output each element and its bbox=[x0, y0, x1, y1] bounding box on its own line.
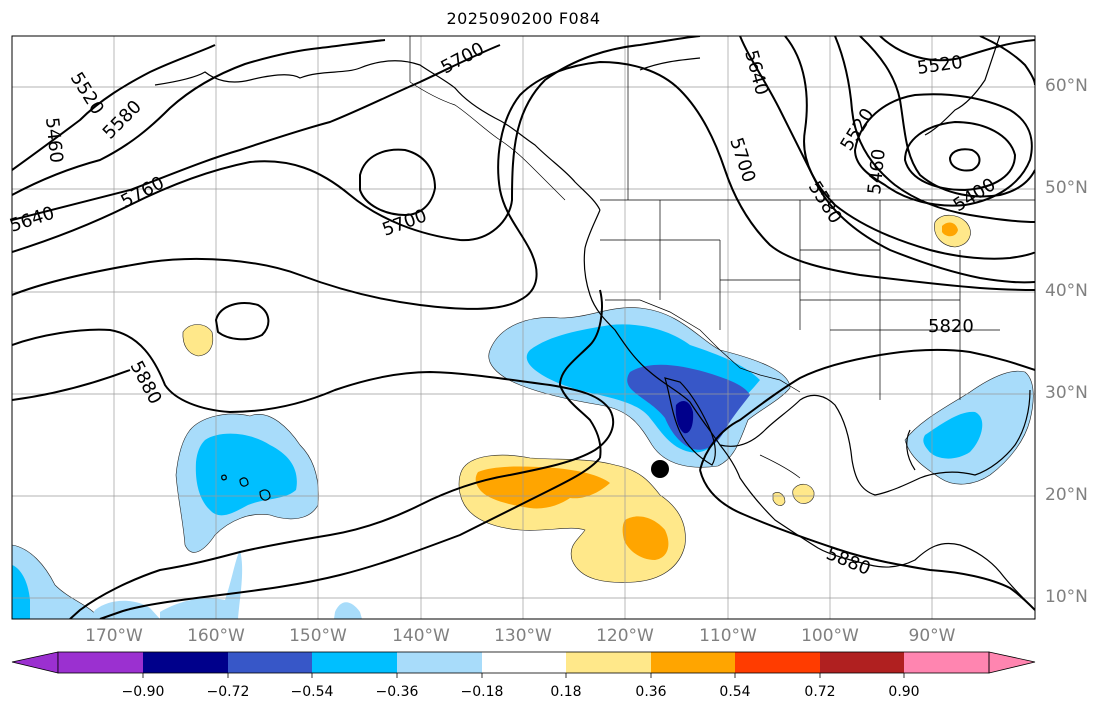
lat-label: 40°N bbox=[1045, 281, 1088, 301]
lon-label: 110°W bbox=[699, 626, 757, 646]
lat-label: 50°N bbox=[1045, 178, 1088, 198]
colorbar-extend-high bbox=[988, 651, 1036, 674]
colorbar-tick: −0.36 bbox=[375, 684, 419, 700]
colorbar-tick: 0.18 bbox=[550, 684, 582, 700]
colorbar-tick: 0.54 bbox=[719, 684, 751, 700]
lon-label: 170°W bbox=[85, 626, 143, 646]
political-borders bbox=[409, 36, 1035, 479]
colorbar-bin bbox=[482, 652, 566, 673]
colorbar-bin bbox=[397, 652, 482, 673]
shaded-field bbox=[12, 214, 1034, 619]
storm-center-dot bbox=[651, 460, 669, 478]
lon-label: 120°W bbox=[596, 626, 654, 646]
colorbar-bin bbox=[904, 652, 989, 673]
contour-label: 5820 bbox=[928, 316, 974, 337]
colorbar-tick: −0.18 bbox=[460, 684, 504, 700]
colorbar-bin bbox=[143, 652, 228, 673]
lat-label: 60°N bbox=[1045, 76, 1088, 96]
colorbar-tick: 0.36 bbox=[635, 684, 667, 700]
height-contours bbox=[12, 36, 1035, 619]
colorbar-tick: 0.90 bbox=[888, 684, 920, 700]
colorbar-bin bbox=[820, 652, 904, 673]
contour-label: 5460 bbox=[864, 148, 890, 196]
colorbar bbox=[11, 651, 1036, 678]
lat-label: 10°N bbox=[1045, 587, 1088, 607]
lon-label: 90°W bbox=[908, 626, 956, 646]
colorbar-tick: 0.72 bbox=[804, 684, 836, 700]
colorbar-tick: −0.72 bbox=[206, 684, 250, 700]
colorbar-bin bbox=[58, 652, 143, 673]
contour-label: 5460 bbox=[41, 116, 67, 164]
lat-label: 20°N bbox=[1045, 485, 1088, 505]
colorbar-tick: −0.90 bbox=[121, 684, 165, 700]
colorbar-bin bbox=[228, 652, 312, 673]
lon-label: 100°W bbox=[801, 626, 859, 646]
map-frame bbox=[11, 35, 1036, 620]
colorbar-tick: −0.54 bbox=[290, 684, 334, 700]
graticule bbox=[12, 36, 1035, 619]
lat-label: 30°N bbox=[1045, 383, 1088, 403]
colorbar-bin bbox=[651, 652, 735, 673]
colorbar-bin bbox=[566, 652, 651, 673]
map-title: 2025090200 F084 bbox=[446, 9, 601, 28]
colorbar-bin bbox=[735, 652, 820, 673]
colorbar-extend-low bbox=[11, 651, 59, 674]
lon-label: 160°W bbox=[187, 626, 245, 646]
colorbar-bin bbox=[312, 652, 397, 673]
lon-label: 150°W bbox=[289, 626, 347, 646]
lon-label: 130°W bbox=[494, 626, 552, 646]
lon-label: 140°W bbox=[392, 626, 450, 646]
